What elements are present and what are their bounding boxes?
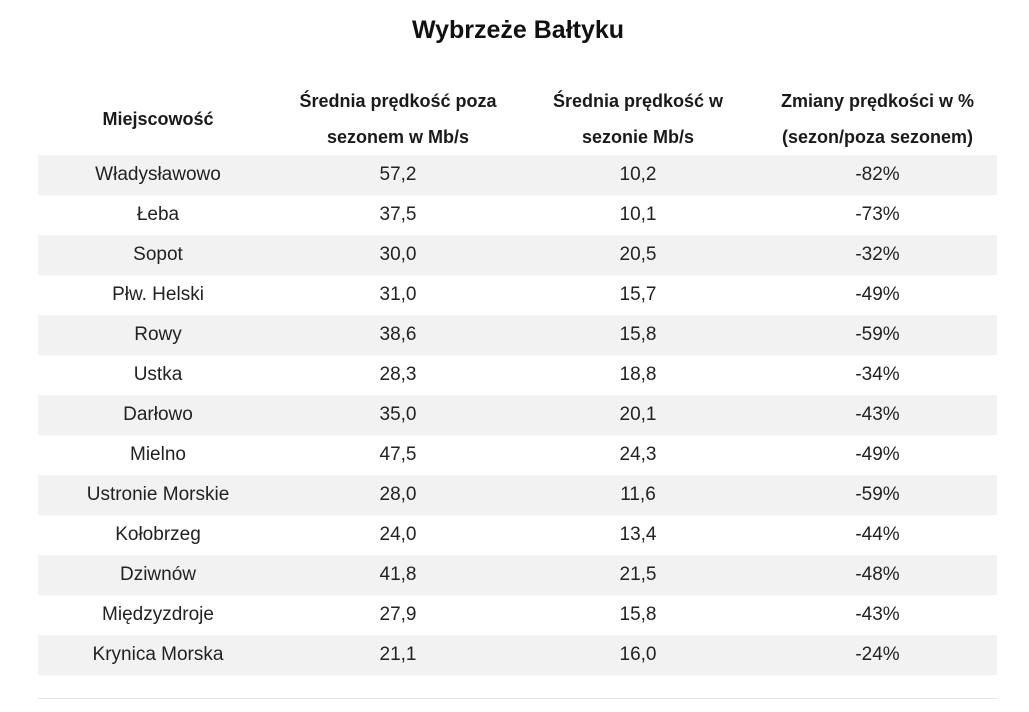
- cell-change: -43%: [758, 395, 997, 435]
- cell-city: Ustka: [133, 364, 183, 385]
- header-change-line1: Zmiany prędkości w %: [780, 90, 975, 111]
- cell-in-season: 13,4: [619, 524, 657, 545]
- cell-change: -44%: [855, 524, 900, 545]
- table-row: Mielno 47,5 24,3 -49%: [38, 435, 997, 475]
- cell-change: -48%: [758, 555, 997, 595]
- table-row: Sopot 30,0 20,5 -32%: [38, 235, 997, 275]
- table-row: Kołobrzeg 24,0 13,4 -44%: [38, 515, 997, 555]
- cell-change: -49%: [855, 284, 900, 305]
- cell-off-season: 37,5: [379, 204, 417, 225]
- table-row: Krynica Morska 21,1 16,0 -24%: [38, 635, 997, 675]
- cell-off-season: 47,5: [379, 444, 417, 465]
- cell-city: Płw. Helski: [112, 284, 204, 305]
- cell-off-season: 28,3: [379, 364, 417, 385]
- table-row: Władysławowo 57,2 10,2 -82%: [38, 155, 997, 195]
- cell-off-season: 35,0: [278, 395, 518, 435]
- cell-city: Rowy: [38, 315, 278, 355]
- cell-city: Ustronie Morskie: [38, 475, 278, 515]
- cell-off-season: 57,2: [278, 155, 518, 195]
- cell-city: Kołobrzeg: [115, 524, 201, 545]
- table-row: Darłowo 35,0 20,1 -43%: [38, 395, 997, 435]
- table-row: Międzyzdroje 27,9 15,8 -43%: [38, 595, 997, 635]
- cell-city: Dziwnów: [38, 555, 278, 595]
- cell-in-season: 15,7: [619, 284, 657, 305]
- table-row: Płw. Helski 31,0 15,7 -49%: [38, 275, 997, 315]
- header-off-season-speed: Średnia prędkość poza sezonem w Mb/s: [278, 82, 518, 155]
- table-row: Rowy 38,6 15,8 -59%: [38, 315, 997, 355]
- cell-city: Międzyzdroje: [102, 604, 214, 625]
- cell-in-season: 20,5: [518, 235, 758, 275]
- cell-change: -59%: [758, 315, 997, 355]
- header-off-season-line2: sezonem w Mb/s: [326, 126, 470, 147]
- cell-off-season: 21,1: [278, 635, 518, 675]
- cell-in-season: 21,5: [518, 555, 758, 595]
- table-row: Ustka 28,3 18,8 -34%: [38, 355, 997, 395]
- table-body: Władysławowo 57,2 10,2 -82% Łeba 37,5 10…: [38, 155, 997, 675]
- header-change-line2: (sezon/poza sezonem): [781, 126, 974, 147]
- cell-off-season: 38,6: [278, 315, 518, 355]
- cell-in-season: 16,0: [518, 635, 758, 675]
- cell-city: Mielno: [130, 444, 186, 465]
- header-in-season-line1: Średnia prędkość w: [552, 90, 724, 111]
- header-in-season-line2: sezonie Mb/s: [581, 126, 695, 147]
- header-in-season-speed: Średnia prędkość w sezonie Mb/s: [518, 82, 758, 155]
- cell-off-season: 24,0: [379, 524, 417, 545]
- header-off-season-line1: Średnia prędkość poza: [299, 90, 497, 111]
- cell-off-season: 27,9: [379, 604, 417, 625]
- cell-city: Darłowo: [38, 395, 278, 435]
- cell-off-season: 28,0: [278, 475, 518, 515]
- table-header: Miejscowość Średnia prędkość poza sezone…: [38, 82, 997, 155]
- cell-change: -24%: [758, 635, 997, 675]
- cell-in-season: 20,1: [518, 395, 758, 435]
- cell-in-season: 15,8: [619, 604, 657, 625]
- cell-in-season: 18,8: [619, 364, 657, 385]
- bottom-divider: [38, 698, 997, 699]
- table-row: Ustronie Morskie 28,0 11,6 -59%: [38, 475, 997, 515]
- header-speed-change: Zmiany prędkości w % (sezon/poza sezonem…: [758, 82, 997, 155]
- speed-table: Miejscowość Średnia prędkość poza sezone…: [38, 82, 997, 675]
- cell-in-season: 10,2: [518, 155, 758, 195]
- cell-city: Sopot: [38, 235, 278, 275]
- cell-change: -32%: [758, 235, 997, 275]
- table-row: Dziwnów 41,8 21,5 -48%: [38, 555, 997, 595]
- cell-in-season: 15,8: [518, 315, 758, 355]
- page-title: Wybrzeże Bałtyku: [411, 16, 625, 44]
- header-city-label: Miejscowość: [102, 108, 214, 129]
- table-row: Łeba 37,5 10,1 -73%: [38, 195, 997, 235]
- cell-change: -59%: [758, 475, 997, 515]
- cell-change: -73%: [855, 204, 900, 225]
- cell-off-season: 30,0: [278, 235, 518, 275]
- cell-city: Krynica Morska: [38, 635, 278, 675]
- header-row: Miejscowość Średnia prędkość poza sezone…: [38, 82, 997, 155]
- cell-off-season: 31,0: [379, 284, 417, 305]
- cell-change: -43%: [855, 604, 900, 625]
- cell-in-season: 10,1: [619, 204, 657, 225]
- cell-in-season: 24,3: [619, 444, 657, 465]
- cell-city: Łeba: [136, 204, 180, 225]
- cell-change: -49%: [855, 444, 900, 465]
- cell-city: Władysławowo: [38, 155, 278, 195]
- cell-change: -34%: [855, 364, 900, 385]
- header-city: Miejscowość: [38, 82, 278, 155]
- cell-change: -82%: [758, 155, 997, 195]
- cell-in-season: 11,6: [518, 475, 758, 515]
- cell-off-season: 41,8: [278, 555, 518, 595]
